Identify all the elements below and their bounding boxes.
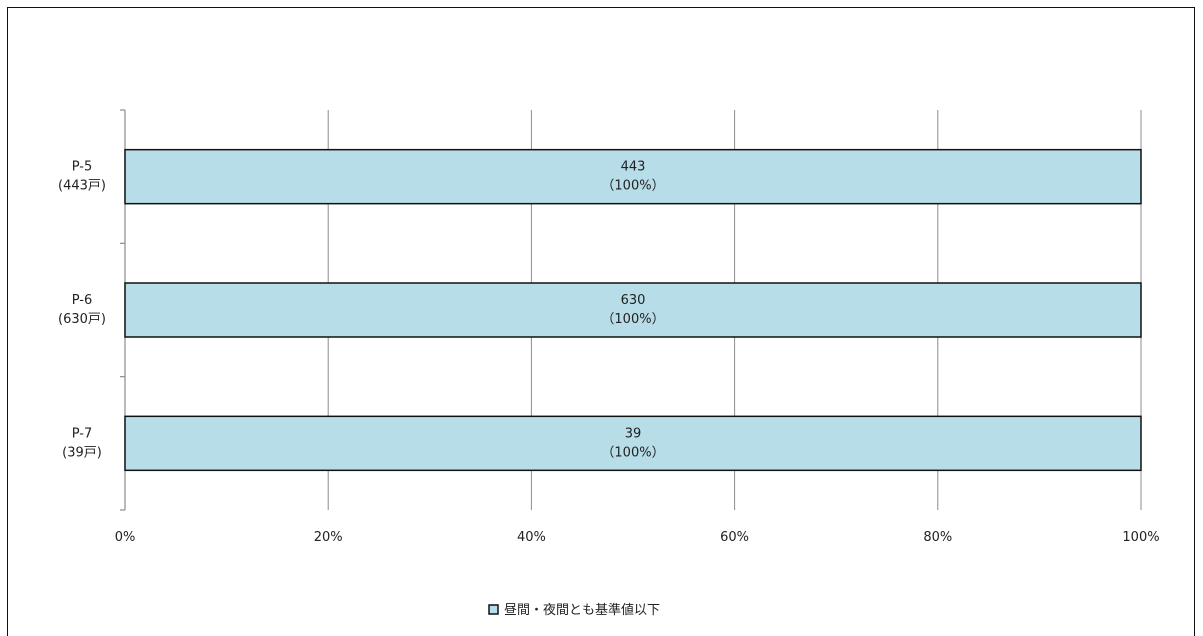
category-sublabel: (39戸) [62, 445, 102, 460]
x-tick-label: 100% [1122, 530, 1159, 545]
category-sublabel: (630戸) [58, 312, 106, 327]
bar-percent-label: （100%） [601, 179, 664, 194]
x-tick-label: 0% [115, 530, 136, 545]
bar-value-label: 630 [621, 293, 646, 308]
category-label: P-6 [72, 293, 93, 308]
legend-swatch [488, 604, 499, 615]
x-tick-label: 80% [923, 530, 952, 545]
bar-value-label: 443 [621, 160, 646, 175]
x-tick-label: 60% [720, 530, 749, 545]
x-tick-label: 20% [314, 530, 343, 545]
legend: 昼間・夜間とも基準値以下 [488, 602, 660, 618]
category-label: P-5 [72, 160, 93, 175]
x-tick-label: 40% [517, 530, 546, 545]
category-sublabel: (443戸) [58, 179, 106, 194]
bar [124, 415, 1142, 472]
bar [124, 148, 1142, 205]
bars: 443 （100%） 630 （100%） 39 （100%） [124, 148, 1142, 472]
bar-percent-label: （100%） [601, 312, 664, 327]
bar-value-label: 39 [625, 426, 642, 441]
x-tick-labels: 0% 20% 40% 60% 80% 100% [115, 530, 1160, 545]
category-label: P-7 [72, 426, 93, 441]
category-labels: P-5 (443戸) P-6 (630戸) P-7 (39戸) [58, 160, 106, 461]
legend-label: 昼間・夜間とも基準値以下 [504, 602, 660, 618]
bar-percent-label: （100%） [601, 445, 664, 460]
bar [124, 282, 1142, 338]
